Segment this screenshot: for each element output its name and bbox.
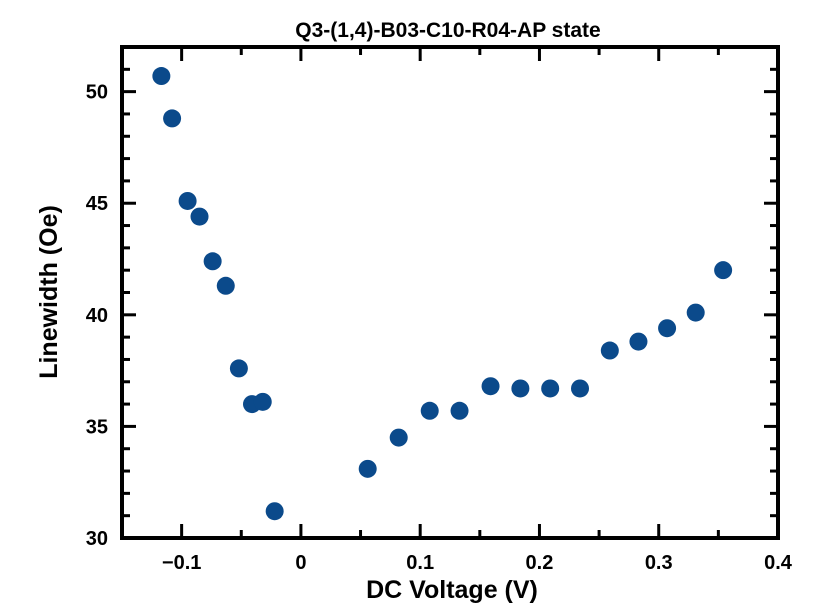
data-point: [600, 341, 619, 360]
data-point: [358, 459, 377, 478]
x-axis-label: DC Voltage (V): [366, 576, 538, 604]
x-tick-label: 0: [295, 552, 306, 574]
data-point: [163, 109, 182, 128]
axis-ticks: −0.1 0 0.1 0.2 0.3 0.4 30 35 40 45 50: [86, 45, 793, 574]
data-point: [389, 428, 408, 447]
data-point: [178, 191, 197, 210]
y-tick-label: 30: [86, 528, 108, 550]
data-point: [450, 401, 469, 420]
data-point: [686, 303, 705, 322]
data-point: [265, 502, 284, 521]
x-tick-label: 0.1: [406, 552, 434, 574]
x-tick-label: 0.4: [764, 552, 793, 574]
y-tick-label: 50: [86, 82, 108, 104]
data-point: [511, 379, 530, 398]
data-point: [658, 319, 677, 338]
data-point: [190, 207, 209, 226]
x-tick-label: 0.2: [526, 552, 554, 574]
y-tick-label: 40: [86, 305, 108, 327]
data-point: [541, 379, 560, 398]
data-point: [481, 377, 500, 396]
y-axis-label: Linewidth (Oe): [35, 205, 63, 379]
y-tick-label: 45: [86, 193, 108, 215]
x-tick-label: −0.1: [162, 552, 201, 574]
data-point: [714, 261, 733, 280]
data-point: [216, 276, 235, 295]
data-point: [253, 392, 272, 411]
plot-frame: [120, 45, 780, 540]
data-point: [203, 252, 222, 271]
data-points: [152, 67, 733, 521]
chart-title: Q3-(1,4)-B03-C10-R04-AP state: [295, 19, 600, 42]
x-tick-label: 0.3: [645, 552, 673, 574]
data-point: [571, 379, 590, 398]
data-point: [629, 332, 648, 351]
data-point: [229, 359, 248, 378]
data-point: [152, 67, 171, 86]
y-tick-label: 35: [86, 416, 108, 438]
data-point: [420, 401, 439, 420]
